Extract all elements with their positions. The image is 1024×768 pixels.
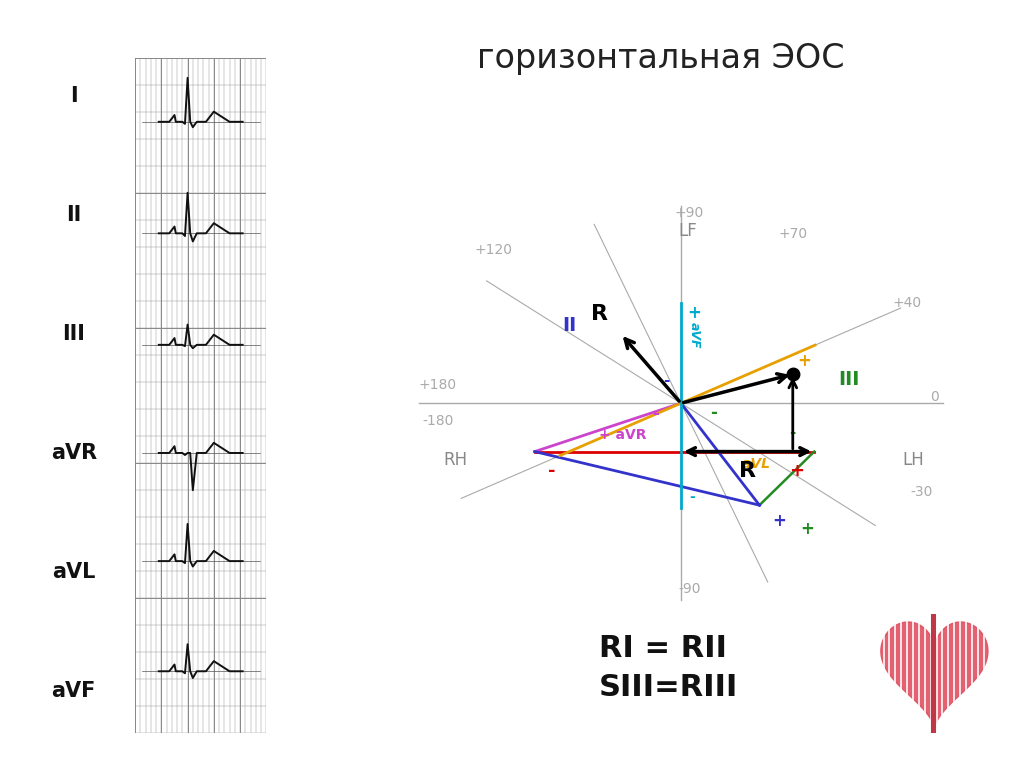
Text: SIII=RIII: SIII=RIII: [599, 673, 738, 702]
Text: aVR: aVR: [50, 443, 97, 463]
Text: -30: -30: [910, 485, 933, 499]
Text: -180: -180: [422, 414, 454, 428]
Text: +120: +120: [475, 243, 513, 257]
Text: III: III: [838, 369, 859, 389]
Text: +40: +40: [892, 296, 922, 310]
Text: -: -: [790, 425, 796, 440]
Text: LF: LF: [678, 222, 696, 240]
Text: aVF: aVF: [51, 681, 96, 701]
Text: + aVR: + aVR: [599, 429, 646, 442]
Text: 0: 0: [931, 389, 939, 404]
Text: +180: +180: [419, 379, 457, 392]
Text: +: +: [790, 462, 805, 480]
Text: aVF: aVF: [687, 323, 700, 349]
Text: +: +: [687, 304, 700, 322]
Text: +: +: [772, 512, 785, 530]
Text: горизонтальная ЭОС: горизонтальная ЭОС: [477, 42, 844, 75]
Text: RH: RH: [443, 451, 467, 468]
Text: LH: LH: [902, 451, 924, 468]
Text: +70: +70: [778, 227, 807, 241]
Text: aVL: aVL: [52, 562, 95, 582]
Text: -: -: [663, 373, 669, 388]
Polygon shape: [881, 622, 988, 728]
Text: +: +: [800, 521, 814, 538]
Text: RI = RII: RI = RII: [599, 634, 727, 664]
Text: -: -: [710, 404, 717, 422]
Text: +90: +90: [675, 206, 705, 220]
Text: I: I: [70, 86, 78, 106]
Text: III: III: [62, 324, 85, 344]
Text: -: -: [689, 490, 694, 504]
Text: aVL: aVL: [741, 458, 771, 472]
Text: R: R: [739, 461, 756, 481]
Text: -90: -90: [678, 581, 700, 596]
Text: R: R: [591, 304, 608, 325]
Text: II: II: [562, 316, 577, 336]
Text: II: II: [67, 205, 81, 225]
Text: -: -: [651, 406, 658, 423]
Text: +: +: [798, 353, 811, 370]
Text: -: -: [548, 462, 556, 480]
